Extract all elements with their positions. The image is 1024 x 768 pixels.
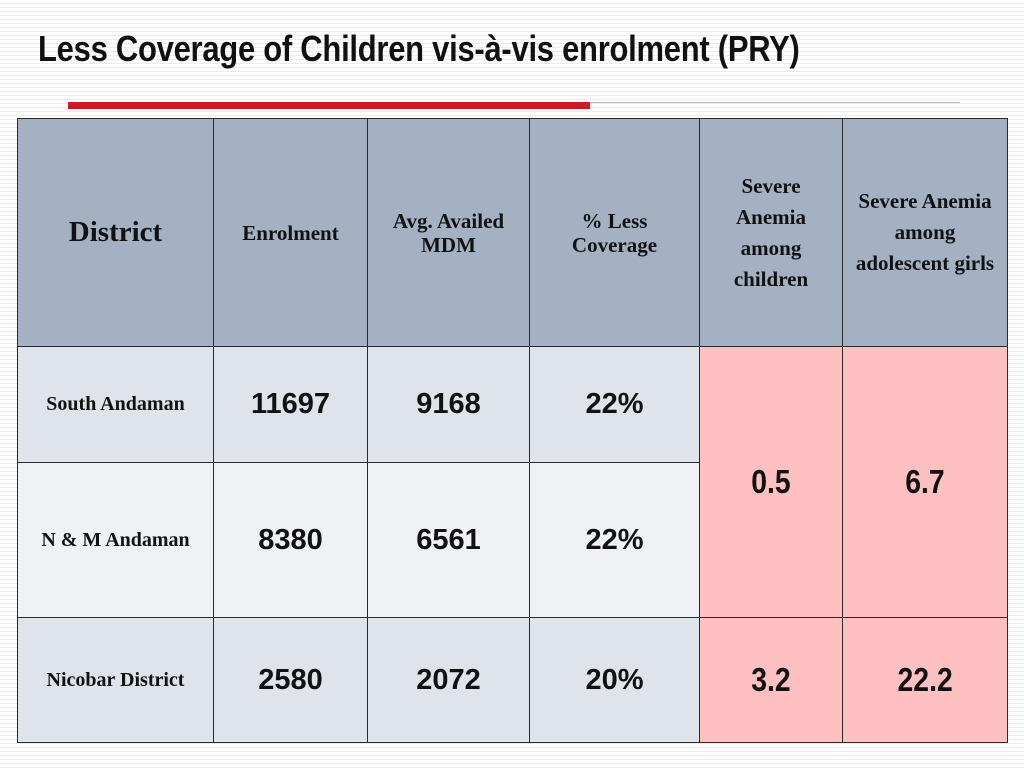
anemia-girls-nicobar-value: 22.2 <box>897 661 953 698</box>
table-row: N & M Andaman 8380 6561 22% <box>17 462 1008 618</box>
title-underline-red <box>68 102 590 109</box>
cell-anemia-girls-nicobar: 22.2 <box>842 617 1008 743</box>
cell-enrolment: 2580 <box>213 617 368 743</box>
table-header-row: District Enrolment Avg. Availed MDM % Le… <box>17 118 1008 347</box>
coverage-table: District Enrolment Avg. Availed MDM % Le… <box>17 118 1008 743</box>
header-less-coverage: % Less Coverage <box>529 118 700 347</box>
cell-less-coverage: 22% <box>529 462 700 618</box>
cell-less-coverage: 20% <box>529 617 700 743</box>
cell-district: Nicobar District <box>17 617 214 743</box>
cell-avg-mdm: 2072 <box>367 617 530 743</box>
header-avg-mdm: Avg. Availed MDM <box>367 118 530 347</box>
anemia-girls-andaman-value: 6.7 <box>905 463 945 500</box>
header-anemia-girls: Severe Anemia among adolescent girls <box>842 118 1008 347</box>
header-enrolment: Enrolment <box>213 118 368 347</box>
anemia-children-andaman-value: 0.5 <box>751 463 791 500</box>
cell-district: N & M Andaman <box>17 462 214 618</box>
title-underline-thin <box>590 102 960 103</box>
cell-anemia-girls-andaman: 6.7 <box>842 346 1008 618</box>
cell-enrolment: 8380 <box>213 462 368 618</box>
slide-title: Less Coverage of Children vis-à-vis enro… <box>38 28 800 69</box>
cell-anemia-children-andaman: 0.5 <box>699 346 843 618</box>
header-anemia-children: Severe Anemia among children <box>699 118 843 347</box>
cell-anemia-children-nicobar: 3.2 <box>699 617 843 743</box>
cell-district: South Andaman <box>17 346 214 463</box>
table-row: South Andaman 11697 9168 22% 0.5 6.7 <box>17 346 1008 618</box>
table-row: Nicobar District 2580 2072 20% 3.2 22.2 <box>17 617 1008 743</box>
cell-avg-mdm: 9168 <box>367 346 530 463</box>
cell-enrolment: 11697 <box>213 346 368 463</box>
anemia-children-nicobar-value: 3.2 <box>751 661 791 698</box>
cell-less-coverage: 22% <box>529 346 700 463</box>
cell-avg-mdm: 6561 <box>367 462 530 618</box>
header-district: District <box>17 118 214 347</box>
